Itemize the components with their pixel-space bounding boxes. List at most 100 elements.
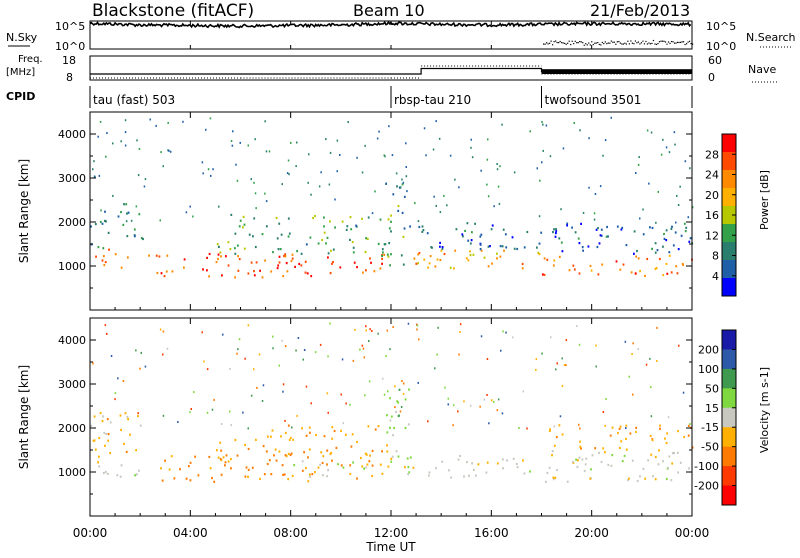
velocity-colorbar-frame [721,329,737,506]
xtick-label: 20:00 [574,526,609,540]
power-cell [125,203,128,206]
power-cell [536,167,538,170]
power-cell [526,230,529,234]
nsearch-dot [673,42,676,44]
power-cell [253,181,255,184]
velocity-cell [307,456,309,459]
velocity-cell [213,398,215,401]
power-cell [668,151,671,154]
velocity-cell [398,388,401,391]
power-cell [432,148,435,151]
power-cell [465,257,468,260]
nsearch-dot [669,42,671,45]
velocity-cell [101,420,104,423]
velocity-cell [389,426,391,429]
velocity-colorbar-label: Velocity [m s-1] [758,367,771,453]
velocity-cell [98,455,100,458]
velocity-cell [137,414,139,418]
power-colorbar-label: Power [dB] [758,170,771,230]
nsearch-tick-top: 10^5 [706,20,736,33]
nsearch-dot [597,41,599,44]
power-cell [388,227,391,230]
velocity-cell [625,424,628,427]
power-cell [504,233,507,236]
velocity-cell [374,428,377,431]
power-cell [443,194,445,197]
nsearch-dot [663,40,665,42]
power-colorbar-swatch [722,134,736,153]
nsearch-dot [598,43,600,46]
nsearch-dot [543,43,545,45]
nsearch-dot [666,43,668,45]
velocity-cell [244,443,246,447]
velocity-cell [377,332,379,335]
ytick-label: 1000 [58,466,86,479]
velocity-cell [492,400,495,403]
power-cell [552,264,555,267]
power-cell [637,257,640,260]
velocity-cell [437,326,439,329]
velocity-cell [135,473,138,476]
power-cell [455,228,458,231]
nsearch-dot [594,42,596,44]
power-cell [126,235,129,238]
power-cell [615,260,618,263]
power-cell [351,240,354,244]
velocity-cell [396,400,399,403]
velocity-cell [326,463,328,466]
power-cell [387,255,390,258]
velocity-colorbar-swatch [722,427,736,448]
power-cell [369,257,371,260]
power-cell [590,269,593,272]
velocity-cell [404,426,407,430]
velocity-cell [99,412,102,415]
velocity-cell [320,451,323,454]
power-cell [429,255,432,258]
power-cell [332,261,334,264]
velocity-cell [658,449,660,452]
velocity-cell [333,429,336,433]
velocity-cell [322,455,325,458]
velocity-cell [459,454,461,458]
velocity-cell [665,477,668,481]
nsearch-dot [556,41,558,44]
power-cell [304,260,307,263]
power-cell [217,257,219,261]
power-cell [295,165,297,168]
power-cell [225,255,227,258]
velocity-cell [329,322,331,325]
velocity-cell [406,457,409,460]
power-cell [523,246,526,249]
velocity-cell [356,477,358,480]
power-cell [155,124,157,127]
power-cell [120,140,122,143]
nsearch-dot [586,44,588,46]
cpid-label: CPID [6,90,35,103]
power-cell [594,193,597,195]
power-cell [291,253,294,256]
velocity-cell [119,414,122,417]
velocity-cell [125,450,128,453]
power-cell [349,238,351,241]
power-cell [278,255,281,258]
nsearch-dot [637,41,640,43]
nsearch-dot [567,42,569,44]
power-cell [282,275,285,278]
velocity-cell [628,477,630,480]
power-cell [163,275,166,278]
power-cell [511,236,514,239]
power-cell [101,222,104,225]
velocity-cell [309,475,311,478]
velocity-cell [365,453,368,456]
nsearch-dot [648,42,650,44]
velocity-cell [389,348,391,351]
velocity-cell [403,382,405,385]
power-cell [261,276,264,279]
power-cell [489,245,491,248]
power-cell [108,248,110,251]
power-cell [156,271,159,275]
velocity-cell [282,390,284,393]
velocity-cell [417,381,419,384]
velocity-cell [546,471,549,475]
velocity-cell [189,411,191,414]
